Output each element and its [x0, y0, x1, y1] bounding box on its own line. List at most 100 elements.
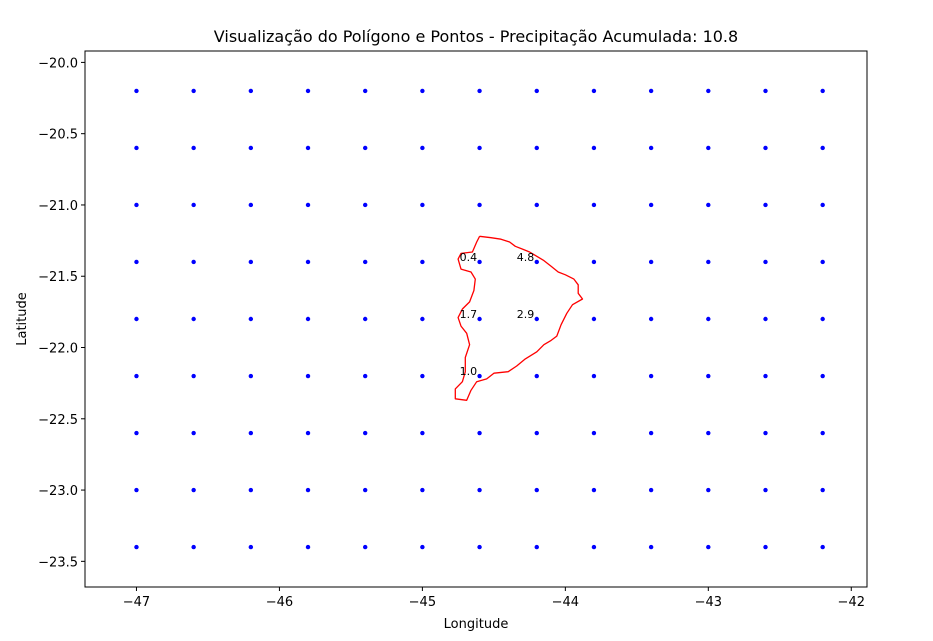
grid-point — [820, 373, 825, 379]
grid-point — [534, 373, 539, 379]
grid-point — [191, 202, 196, 208]
grid-point — [534, 544, 539, 550]
grid-point — [706, 316, 711, 322]
grid-point — [420, 259, 425, 265]
grid-point — [477, 145, 482, 151]
axes-frame — [84, 50, 868, 588]
grid-point — [363, 316, 368, 322]
grid-point — [763, 259, 768, 265]
grid-point — [648, 487, 654, 493]
grid-point — [363, 487, 368, 493]
grid-point — [477, 88, 482, 94]
grid-point — [305, 145, 311, 151]
grid-point — [648, 88, 654, 94]
grid-point — [305, 259, 311, 265]
grid-point — [820, 487, 825, 493]
grid-point — [706, 145, 711, 151]
grid-point — [648, 373, 654, 379]
grid-point — [420, 373, 425, 379]
x-tick-label: −47 — [123, 595, 150, 610]
grid-point — [477, 487, 482, 493]
grid-point — [820, 316, 825, 322]
x-axis-label: Longitude — [444, 617, 509, 632]
grid-point — [648, 430, 654, 436]
grid-point — [305, 430, 311, 436]
grid-point — [534, 202, 539, 208]
grid-point — [763, 202, 768, 208]
grid-point — [134, 145, 139, 151]
grid-point — [591, 544, 597, 550]
grid-point — [363, 259, 368, 265]
grid-point — [706, 430, 711, 436]
grid-point — [820, 259, 825, 265]
grid-point — [591, 487, 597, 493]
grid-point — [763, 145, 768, 151]
grid-point — [706, 259, 711, 265]
grid-point — [134, 544, 139, 550]
polygon-outline — [454, 235, 584, 401]
grid-point — [820, 202, 825, 208]
grid-point — [305, 373, 311, 379]
grid-point — [591, 259, 597, 265]
chart-title: Visualização do Polígono e Pontos - Prec… — [214, 27, 738, 46]
x-tick-label: −46 — [266, 595, 293, 610]
grid-point — [134, 373, 139, 379]
grid-point — [134, 88, 139, 94]
grid-point — [534, 487, 539, 493]
grid-point — [420, 88, 425, 94]
grid-point — [420, 202, 425, 208]
grid-point — [191, 487, 196, 493]
grid-point — [191, 430, 196, 436]
grid-point — [820, 544, 825, 550]
grid-point — [134, 316, 139, 322]
grid-point — [477, 544, 482, 550]
grid-point — [248, 316, 254, 322]
grid-point — [305, 487, 311, 493]
grid-point — [363, 373, 368, 379]
grid-point — [763, 373, 768, 379]
grid-point — [591, 202, 597, 208]
y-axis-label: Latitude — [15, 292, 30, 346]
grid-point — [763, 544, 768, 550]
grid-point — [134, 202, 139, 208]
grid-point — [363, 202, 368, 208]
plot-area: 0.4 4.8 1.7 2.9 1.0 — [134, 88, 825, 550]
grid-point — [191, 145, 196, 151]
grid-point — [305, 316, 311, 322]
grid-point — [706, 373, 711, 379]
grid-point — [420, 487, 425, 493]
y-tick-label: −20.5 — [38, 128, 78, 143]
grid-point — [706, 544, 711, 550]
grid-point — [305, 544, 311, 550]
grid-point — [420, 316, 425, 322]
data-label: 1.7 — [460, 308, 478, 321]
data-label: 4.8 — [517, 251, 535, 264]
grid-point — [420, 145, 425, 151]
grid-point — [248, 487, 254, 493]
grid-point — [534, 259, 539, 265]
y-tick-label: −22.5 — [38, 413, 78, 428]
grid-point — [191, 544, 196, 550]
grid-point — [363, 430, 368, 436]
grid-point — [191, 88, 196, 94]
y-tick-label: −21.0 — [38, 199, 78, 214]
grid-point — [305, 88, 311, 94]
grid-point — [648, 259, 654, 265]
grid-point — [477, 202, 482, 208]
grid-point — [820, 88, 825, 94]
data-label: 2.9 — [517, 308, 535, 321]
grid-point — [248, 202, 254, 208]
grid-point — [591, 88, 597, 94]
data-label: 0.4 — [460, 251, 478, 264]
grid-point — [591, 316, 597, 322]
grid-point — [648, 316, 654, 322]
grid-point — [363, 88, 368, 94]
grid-point — [534, 88, 539, 94]
grid-point — [248, 88, 254, 94]
y-tick-label: −22.0 — [38, 342, 78, 357]
grid-point — [134, 259, 139, 265]
x-tick-label: −45 — [409, 595, 436, 610]
grid-point — [420, 430, 425, 436]
grid-point — [534, 145, 539, 151]
